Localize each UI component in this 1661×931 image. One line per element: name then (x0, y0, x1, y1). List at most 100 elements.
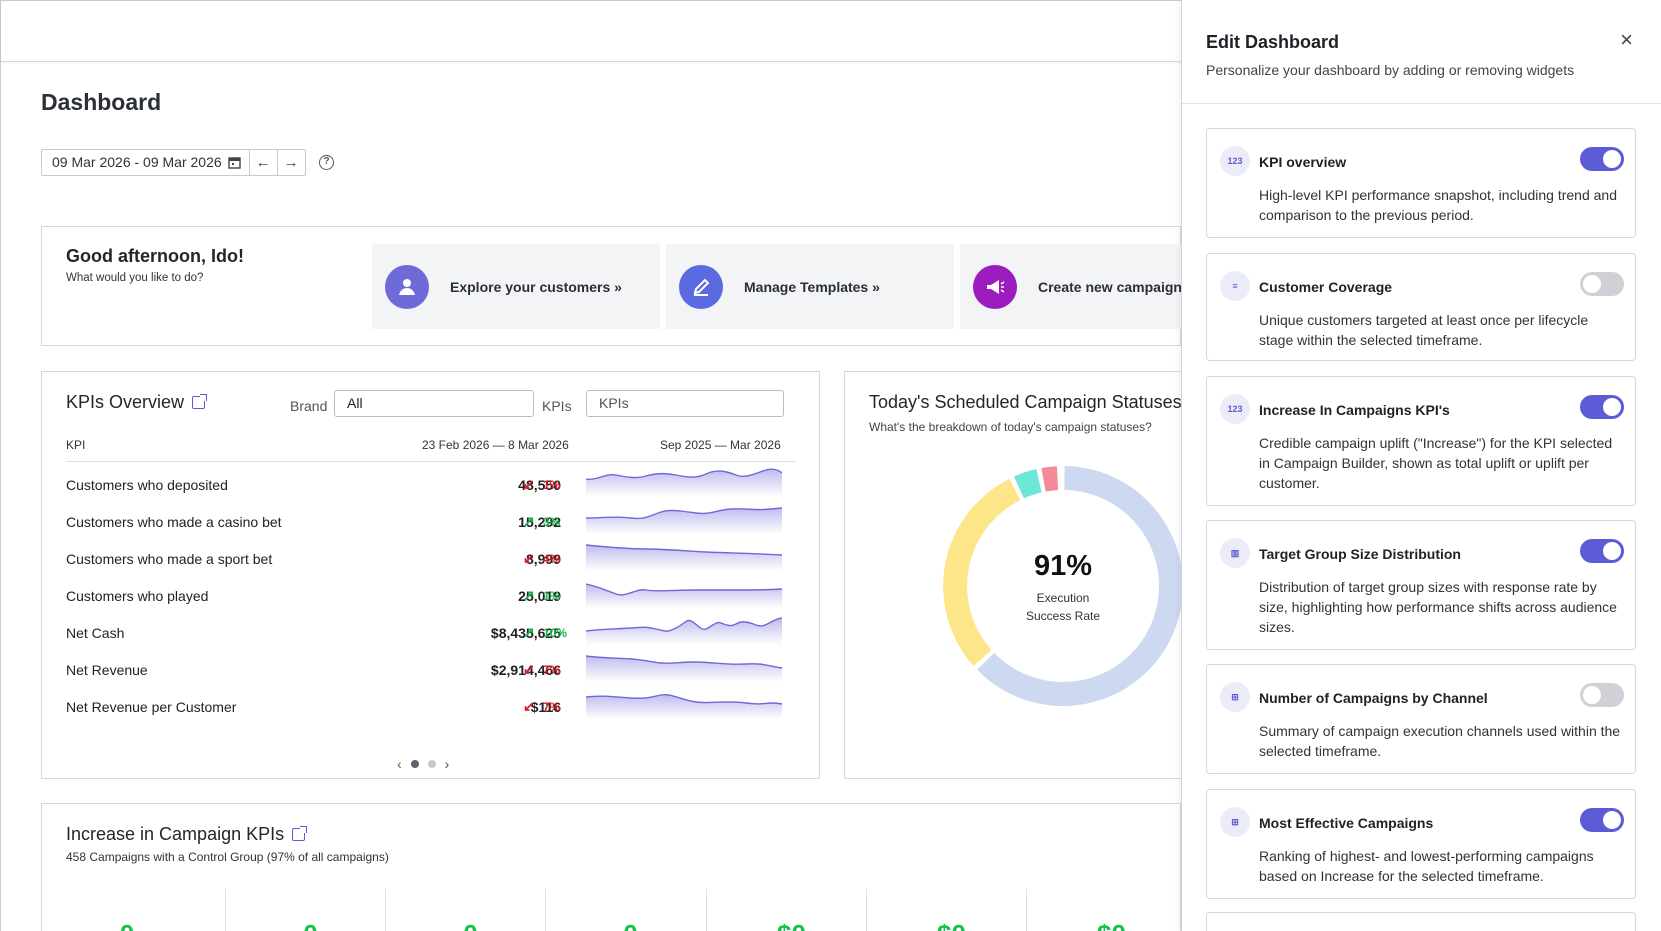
kpi-sparkline (586, 617, 782, 645)
kpi-name: Customers who made a sport bet (66, 551, 273, 567)
increase-campaign-kpis-card: Increase in Campaign KPIs 458 Campaigns … (41, 803, 1181, 931)
panel-divider (1182, 103, 1661, 104)
next-date-button[interactable]: → (276, 150, 305, 175)
widget-title: Increase In Campaigns KPI's (1259, 402, 1450, 418)
increase-metric: 0 (385, 889, 555, 931)
status-donut-chart (943, 466, 1183, 706)
period-column-header: 23 Feb 2026 — 8 Mar 2026 (422, 438, 569, 452)
kpi-sparkline (586, 583, 782, 608)
widget-title: Target Group Size Distribution (1259, 546, 1461, 562)
execution-label-line2: Success Rate (1025, 609, 1101, 623)
greeting-title: Good afternoon, Ido! (66, 246, 244, 266)
close-icon[interactable]: × (1620, 27, 1633, 52)
widget-icon: 123 (1220, 394, 1250, 424)
kpi-value: $116 (530, 699, 561, 715)
widget-title: Number of Campaigns by Channel (1259, 690, 1488, 706)
widget-title: Customer Coverage (1259, 279, 1393, 295)
increase-metric: 0 (545, 889, 715, 931)
donut-segment-teal[interactable] (1014, 469, 1042, 499)
donut-segment-error[interactable] (1041, 466, 1059, 492)
increase-metric-value: $0 (867, 919, 1036, 931)
widget-toggle[interactable] (1580, 272, 1624, 296)
kpis-overview-title-text: KPIs Overview (66, 392, 185, 412)
widget-description: Unique customers targeted at least once … (1259, 312, 1589, 348)
widget-description: Credible campaign uplift ("Increase") fo… (1259, 435, 1613, 491)
arrow-right-icon: → (283, 154, 299, 171)
kpi-sparkline (586, 468, 782, 497)
widget-card: 123 Increase In Campaigns KPI's Credible c… (1206, 376, 1636, 506)
kpis-overview-card: KPIs Overview Brand All KPIs KPIs KPI 23… (41, 371, 820, 779)
kpi-row[interactable]: Net Revenue per Customer $116 ↙ 7% (66, 687, 796, 726)
external-link-icon[interactable] (292, 826, 308, 841)
execution-label-line1: Execution (1036, 591, 1090, 605)
brand-label: Brand (290, 398, 328, 414)
increase-metric-value: 0 (42, 919, 212, 931)
increase-metric: $0 (866, 889, 1036, 931)
widget-icon: ⊞ (1220, 807, 1250, 837)
action-label: Manage Templates » (744, 278, 880, 295)
date-range-field[interactable]: 09 Mar 2026 - 09 Mar 2026 (42, 150, 249, 175)
pager-dot[interactable] (410, 760, 419, 768)
donut-segment-pending[interactable] (943, 478, 1021, 666)
kpi-row[interactable]: Customers who made a sport bet 8,999 ↙ 4% (66, 539, 796, 578)
brand-select[interactable]: All (334, 390, 534, 417)
increase-metric: 0 (42, 889, 212, 931)
kpi-row[interactable]: Customers who played 25,019 ↗ 1% (66, 576, 796, 615)
increase-metric: 0 (225, 889, 395, 931)
kpi-sparkline (586, 693, 782, 719)
widget-title: Most Effective Campaigns (1259, 815, 1434, 831)
user-icon (385, 264, 429, 309)
kpis-select[interactable]: KPIs (586, 390, 784, 417)
manage-templates-button[interactable]: Manage Templates » (666, 244, 954, 329)
calendar-icon (227, 157, 241, 169)
chevron-right-icon[interactable]: › (444, 756, 450, 772)
kpi-change: 1% (543, 589, 561, 603)
kpi-name: Customers who deposited (66, 477, 228, 493)
widget-toggle[interactable] (1580, 683, 1624, 707)
widget-card-partial (1206, 912, 1636, 931)
widget-toggle[interactable] (1580, 539, 1624, 563)
kpi-change: 1% (543, 478, 561, 492)
increase-metric: $0 (1026, 889, 1196, 931)
widget-description: Distribution of target group sizes with … (1259, 579, 1617, 635)
widget-toggle[interactable] (1580, 395, 1624, 419)
widget-icon: ⊞ (1220, 682, 1250, 712)
arrow-left-icon: ← (255, 154, 271, 171)
widget-card: ≡ Customer Coverage Unique customers targe… (1206, 253, 1636, 361)
widget-card: ▥ Target Group Size Distribution Distribut… (1206, 520, 1636, 650)
kpi-sparkline (586, 507, 782, 534)
trend-up-icon: ↗ (523, 624, 535, 640)
widget-title: KPI overview (1259, 154, 1347, 170)
kpi-row[interactable]: Customers who made a casino bet 15,292 ↗ 3% (66, 502, 796, 541)
help-icon[interactable]: ? (319, 155, 334, 170)
donut-segment-success[interactable] (977, 466, 1183, 706)
increase-metric-value: 0 (546, 919, 715, 931)
kpis-overview-title: KPIs Overview (66, 392, 208, 413)
pager-dot[interactable] (427, 760, 436, 768)
kpi-value: $2,914,466 (490, 662, 561, 678)
chevron-left-icon[interactable]: ‹ (397, 756, 402, 772)
increase-metric-value: 0 (386, 919, 555, 931)
increase-metric-value: 0 (226, 919, 395, 931)
trend-down-icon: ↙ (523, 476, 535, 492)
kpi-sparkline (586, 544, 782, 571)
date-range-picker[interactable]: 09 Mar 2026 - 09 Mar 2026 ← → (41, 149, 306, 176)
widget-card: ⊞ Number of Campaigns by Channel Summary o… (1206, 664, 1636, 774)
widget-icon: 123 (1220, 146, 1250, 176)
kpi-value: 15,292 (518, 514, 561, 530)
kpi-change: 3% (543, 515, 561, 529)
previous-date-button[interactable]: ← (248, 150, 277, 175)
explore-customers-button[interactable]: Explore your customers » (372, 244, 660, 329)
widget-description: Summary of campaign execution channels u… (1259, 723, 1621, 759)
kpi-row[interactable]: Customers who deposited 48,550 ↙ 1% (66, 465, 796, 504)
kpi-row[interactable]: Net Revenue $2,914,466 ↙ 7% (66, 650, 796, 689)
kpi-sparkline (586, 655, 782, 682)
kpi-row[interactable]: Net Cash $8,435,625 ↗ 10% (66, 613, 796, 652)
external-link-icon[interactable] (192, 394, 208, 409)
widget-toggle[interactable] (1580, 808, 1624, 832)
widget-toggle[interactable] (1580, 147, 1624, 171)
increase-title-text: Increase in Campaign KPIs (66, 824, 285, 844)
increase-subtitle: 458 Campaigns with a Control Group (97% … (66, 850, 389, 864)
kpi-column-header: KPI (66, 438, 86, 452)
kpi-change: 7% (543, 663, 561, 677)
